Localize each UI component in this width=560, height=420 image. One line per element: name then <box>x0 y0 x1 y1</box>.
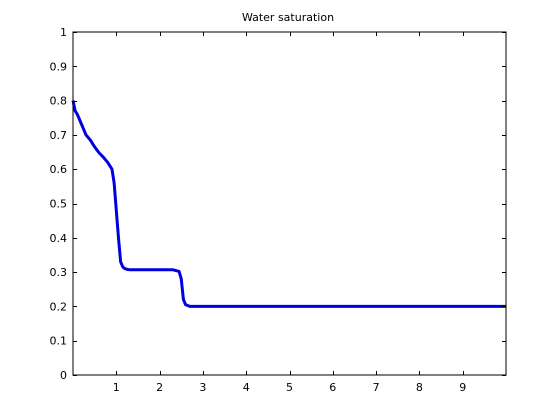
x-tick-label-3: 4 <box>243 381 250 394</box>
x-tick-label-4: 5 <box>286 381 293 394</box>
y-tick-label-6: 0.6 <box>50 163 68 176</box>
series-line-0 <box>71 100 506 308</box>
x-tick-label-7: 8 <box>416 381 423 394</box>
x-tick-label-5: 6 <box>329 381 336 394</box>
axes-layer: 1 2 3 4 5 6 7 8 9 0 0.1 0.2 0.3 0.4 0.5 0.6 0.7 0.8 0.9 1 <box>50 26 507 394</box>
y-tick-label-2: 0.2 <box>50 300 68 313</box>
y-tick-label-8: 0.8 <box>50 95 68 108</box>
series-layer <box>71 100 506 308</box>
y-tick-label-3: 0.3 <box>50 266 68 279</box>
chart-title: Water saturation <box>242 11 334 24</box>
x-tick-label-2: 3 <box>199 381 206 394</box>
y-tick-label-7: 0.7 <box>50 129 68 142</box>
axes-box <box>72 31 507 376</box>
y-tick-label-9: 0.9 <box>50 60 68 73</box>
x-tick-label-1: 2 <box>156 381 163 394</box>
y-tick-label-4: 0.4 <box>50 232 68 245</box>
y-tick-label-5: 0.5 <box>50 198 68 211</box>
y-tick-label-0: 0 <box>60 369 67 382</box>
x-tick-label-0: 1 <box>113 381 120 394</box>
x-tick-label-6: 7 <box>373 381 380 394</box>
x-tick-label-8: 9 <box>459 381 466 394</box>
y-tick-label-1: 0.1 <box>50 335 68 348</box>
y-tick-label-10: 1 <box>60 26 67 39</box>
